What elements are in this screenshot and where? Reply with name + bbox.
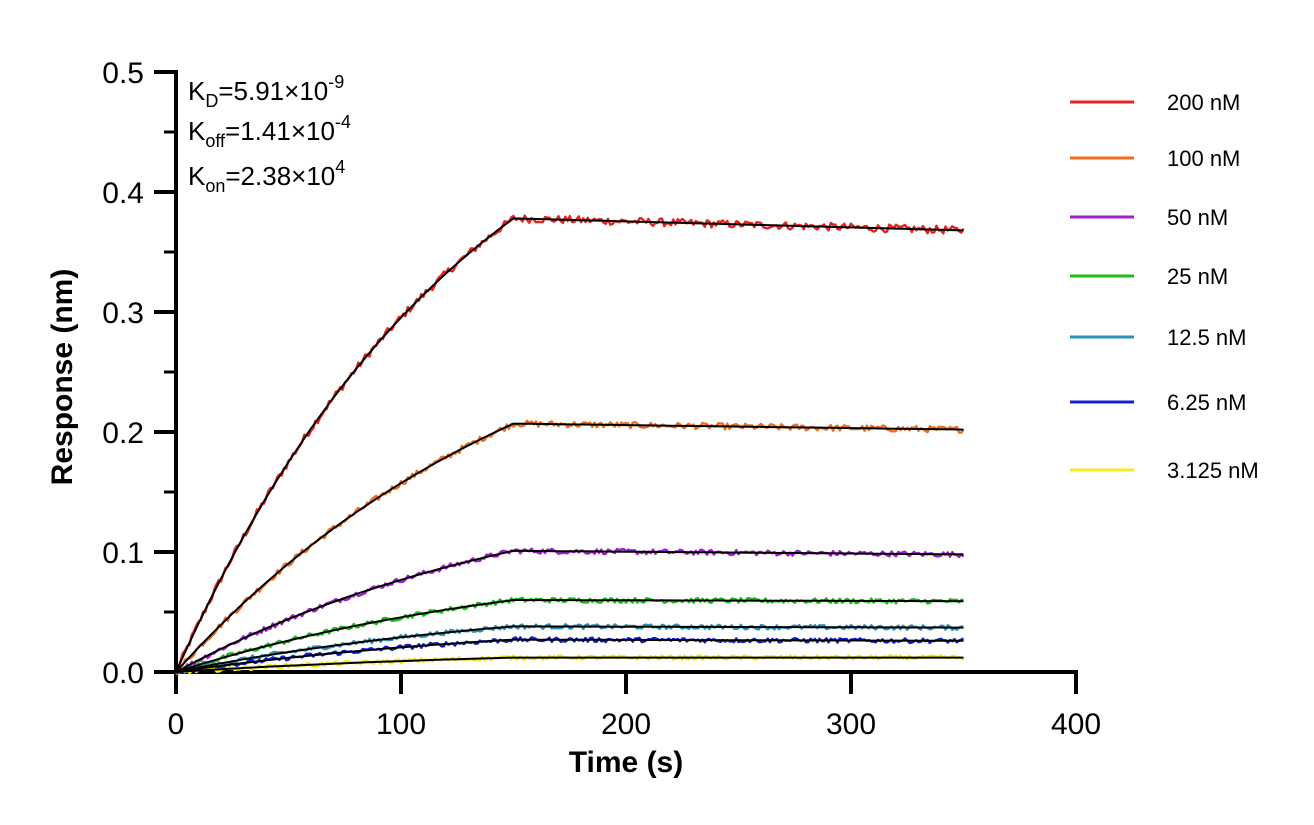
series-line-200-nM	[175, 214, 965, 672]
x-tick-label: 0	[168, 708, 185, 741]
legend-label: 25 nM	[1167, 264, 1228, 289]
fit-line	[175, 638, 964, 673]
x-tick-label: 200	[601, 708, 651, 741]
y-axis-title: Response (nm)	[46, 269, 79, 486]
y-tick-label: 0.0	[102, 657, 144, 690]
x-tick-label: 300	[826, 708, 876, 741]
legend-label: 200 nM	[1167, 90, 1240, 115]
fit-line	[175, 656, 964, 673]
kinetics-koff: Koff=1.41×10-4	[188, 112, 351, 151]
y-tick-label: 0.5	[102, 57, 144, 90]
series-line-25-nM	[175, 596, 964, 675]
y-tick-label: 0.2	[102, 417, 144, 450]
series-line-6-25-nM	[175, 636, 965, 675]
fit-line	[175, 599, 964, 673]
legend-label: 50 nM	[1167, 205, 1228, 230]
x-tick-label: 400	[1051, 708, 1101, 741]
series-line-100-nM	[175, 419, 965, 676]
legend-label: 12.5 nM	[1167, 325, 1247, 350]
fit-line	[175, 549, 964, 673]
series-line-50-nM	[175, 547, 965, 675]
fit-line	[175, 217, 964, 673]
x-axis-title: Time (s)	[569, 746, 683, 779]
legend-label: 100 nM	[1167, 146, 1240, 171]
y-tick-label: 0.3	[102, 297, 144, 330]
fit-line	[175, 422, 964, 673]
x-tick-label: 100	[376, 708, 426, 741]
series-layer	[175, 214, 965, 676]
legend: 200 nM 100 nM 50 nM 25 nM 12.5 nM 6.25 nM 3.12…	[1070, 90, 1259, 483]
kinetics-kon: Kon=2.38×104	[188, 157, 345, 196]
y-tick-label: 0.1	[102, 537, 144, 570]
axes: 0.0 0.1 0.2 0.3 0.4 0.5 0 100 200 300 400 Time (s) R…	[46, 57, 1101, 779]
legend-label: 6.25 nM	[1167, 390, 1247, 415]
y-tick-label: 0.4	[102, 177, 144, 210]
kinetics-kd: KD=5.91×10-9	[188, 72, 344, 111]
fit-layer	[175, 217, 964, 673]
legend-label: 3.125 nM	[1167, 458, 1259, 483]
fit-line	[175, 625, 964, 673]
